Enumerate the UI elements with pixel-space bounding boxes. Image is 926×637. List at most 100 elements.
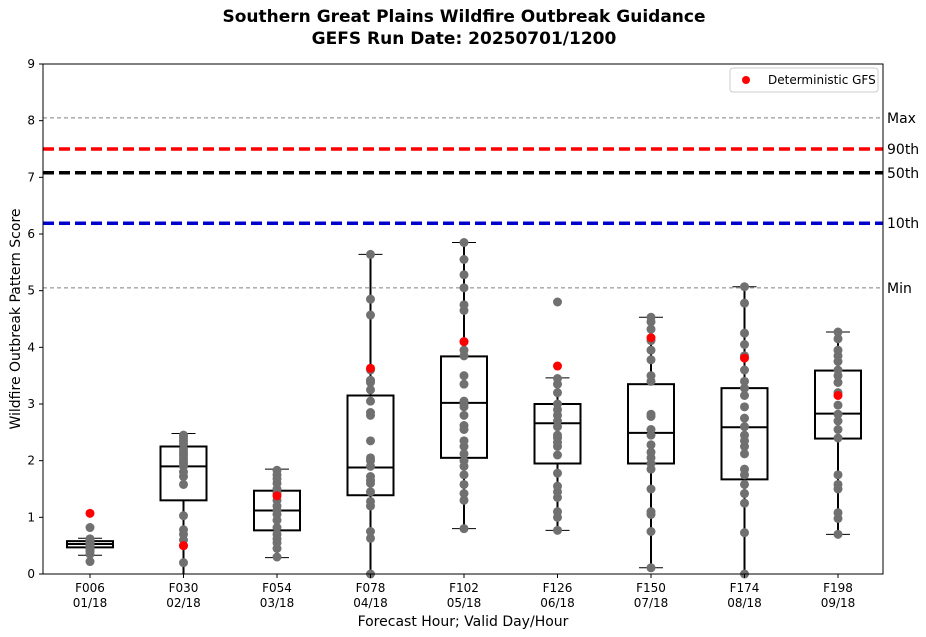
deterministic-point [553,361,562,371]
member-point [553,481,562,491]
member-point [85,534,95,544]
y-tick-label: 4 [27,340,35,354]
member-point [366,249,375,259]
y-tick-label: 1 [27,510,35,524]
member-point [553,399,562,409]
member-point [646,355,656,365]
member-point [646,527,656,536]
deterministic-point [366,363,375,373]
member-point [366,294,375,304]
member-point [646,507,656,517]
deterministic-point [459,337,469,347]
member-point [740,479,749,489]
reference-label-50th: 50th [887,166,919,182]
member-point [459,270,469,280]
member-point [833,400,843,410]
member-point [179,558,188,568]
member-point [459,479,469,489]
member-point [833,334,843,344]
member-point [646,563,656,573]
member-point [459,300,469,310]
legend-box [729,67,879,93]
x-tick-label-valid: 07/18 [634,596,669,610]
reference-label-90th: 90th [887,142,919,158]
member-point [85,523,95,533]
member-point [553,468,562,478]
member-point [646,425,656,434]
member-point [553,374,562,383]
member-point [366,375,375,385]
x-tick-label-hour: F054 [262,581,292,595]
member-point [740,402,749,412]
y-tick-label: 6 [27,227,35,241]
member-point [646,447,656,457]
member-point [833,409,843,419]
member-point [459,371,469,381]
x-tick-label-valid: 02/18 [166,596,201,610]
member-point [833,529,843,539]
x-tick-label-valid: 04/18 [353,596,388,610]
member-point [366,385,375,395]
member-point [366,453,375,463]
y-axis-label: Wildfire Outbreak Pattern Score [8,208,24,429]
member-point [366,533,375,543]
member-point [740,383,749,393]
deterministic-point [740,353,749,363]
x-tick-label-hour: F030 [169,581,199,595]
member-point [646,312,656,322]
legend: Deterministic GFS [729,67,879,93]
member-point [366,436,375,446]
member-point [740,464,749,474]
member-point [459,489,469,499]
member-point [553,430,562,440]
x-tick-label-hour: F078 [356,581,386,595]
member-point [646,440,656,450]
member-point [646,345,656,355]
y-tick-label: 8 [27,114,35,128]
x-tick-label-hour: F006 [75,581,105,595]
member-point [179,525,188,535]
member-point [553,297,562,307]
member-point [272,552,282,562]
member-point [459,495,469,505]
member-point [833,470,843,480]
member-point [459,524,469,534]
member-point [740,489,749,499]
y-tick-label: 9 [27,57,35,71]
reference-label-min: Min [887,281,912,297]
member-point [85,557,95,567]
member-point [833,377,843,387]
member-point [459,283,469,293]
member-point [833,365,843,375]
member-point [459,255,469,264]
member-point [459,238,469,247]
member-point [646,324,656,334]
x-tick-label-valid: 05/18 [447,596,482,610]
member-point [833,345,843,355]
chart-subtitle: GEFS Run Date: 20250701/1200 [312,29,617,49]
member-point [459,421,469,431]
x-tick-label-hour: F126 [543,581,573,595]
deterministic-points [85,333,843,551]
x-axis-label: Forecast Hour; Valid Day/Hour [358,614,569,630]
member-point [459,396,469,406]
member-point [740,449,749,459]
member-point [553,388,562,398]
member-point [740,298,749,308]
x-tick-label-hour: F150 [636,581,666,595]
x-tick-label-hour: F198 [823,581,853,595]
deterministic-point [646,333,656,343]
member-point [833,479,843,489]
member-point [179,511,188,521]
member-point [646,409,656,419]
member-point [366,527,375,536]
member-point [272,465,282,475]
y-tick-label: 3 [27,397,35,411]
member-point [553,450,562,460]
member-point [366,496,375,506]
y-tick-label: 2 [27,454,35,468]
member-point [459,345,469,355]
legend-label-deterministic: Deterministic GFS [768,73,876,87]
member-point [459,379,469,389]
member-point [366,396,375,406]
